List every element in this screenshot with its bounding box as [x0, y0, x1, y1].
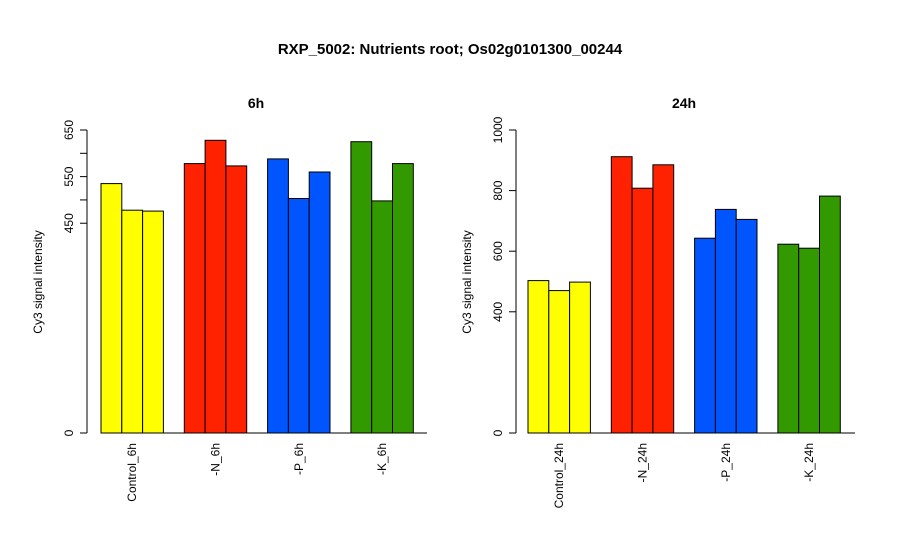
y-tick-label: 600	[491, 241, 505, 261]
bar	[392, 163, 414, 434]
bar-group	[100, 139, 414, 434]
bar	[371, 200, 394, 434]
y-tick-label: 400	[491, 301, 505, 321]
bar	[777, 243, 800, 434]
y-tick-label: 0	[62, 429, 76, 436]
x-tick-label: Control_6h	[125, 443, 139, 502]
bar	[548, 290, 571, 434]
x-tick-label: -P_24h	[719, 443, 733, 482]
y-axis-label: Cy3 signal intensity	[31, 230, 45, 333]
bar	[631, 187, 654, 434]
chart-panel-24h: 24h Cy3 signal intensity 04006008001000 …	[460, 95, 855, 508]
y-tick-label: 550	[62, 166, 76, 186]
bar	[694, 237, 716, 434]
bar	[569, 281, 591, 434]
y-tick-label: 0	[491, 429, 505, 436]
y-axis: 0 450 550 650	[62, 120, 88, 436]
y-tick-label: 1000	[491, 116, 505, 143]
x-tick-label: -K_24h	[802, 443, 816, 482]
x-tick-label: -N_6h	[209, 443, 223, 476]
chart-title: 6h	[248, 95, 264, 111]
x-tick-label: Control_24h	[552, 443, 566, 508]
bar	[610, 156, 633, 434]
bar	[225, 165, 248, 434]
x-tick-label: -P_6h	[292, 443, 306, 475]
bar-group	[527, 156, 841, 434]
page-title: RXP_5002: Nutrients root; Os02g0101300_0…	[278, 41, 623, 58]
bar	[652, 164, 675, 434]
y-axis: 0 400 600 800 1000	[491, 116, 517, 436]
bar	[287, 198, 310, 434]
y-tick-label: 800	[491, 180, 505, 200]
bar	[308, 171, 331, 434]
bar	[121, 209, 144, 434]
y-tick-label: 450	[62, 213, 76, 233]
x-tick-label: -N_24h	[636, 443, 650, 482]
bar	[100, 183, 123, 434]
bar	[798, 247, 821, 434]
bar	[819, 195, 841, 434]
x-tick-label: -K_6h	[375, 443, 389, 475]
bar	[527, 280, 550, 434]
bar	[714, 208, 737, 434]
bar	[267, 158, 289, 434]
x-axis: Control_24h -N_24h -P_24h -K_24h	[528, 432, 855, 508]
bar	[350, 141, 373, 434]
y-tick-label: 650	[62, 120, 76, 140]
bar	[142, 210, 164, 434]
chart-title: 24h	[672, 95, 696, 111]
bar	[204, 139, 227, 434]
bar	[735, 218, 758, 434]
y-axis-label: Cy3 signal intensity	[460, 230, 474, 333]
bar	[183, 163, 206, 434]
chart-panel-6h: 6h Cy3 signal intensity 0 450 550 650 Contr…	[31, 95, 427, 502]
x-axis: Control_6h -N_6h -P_6h -K_6h	[101, 432, 427, 502]
